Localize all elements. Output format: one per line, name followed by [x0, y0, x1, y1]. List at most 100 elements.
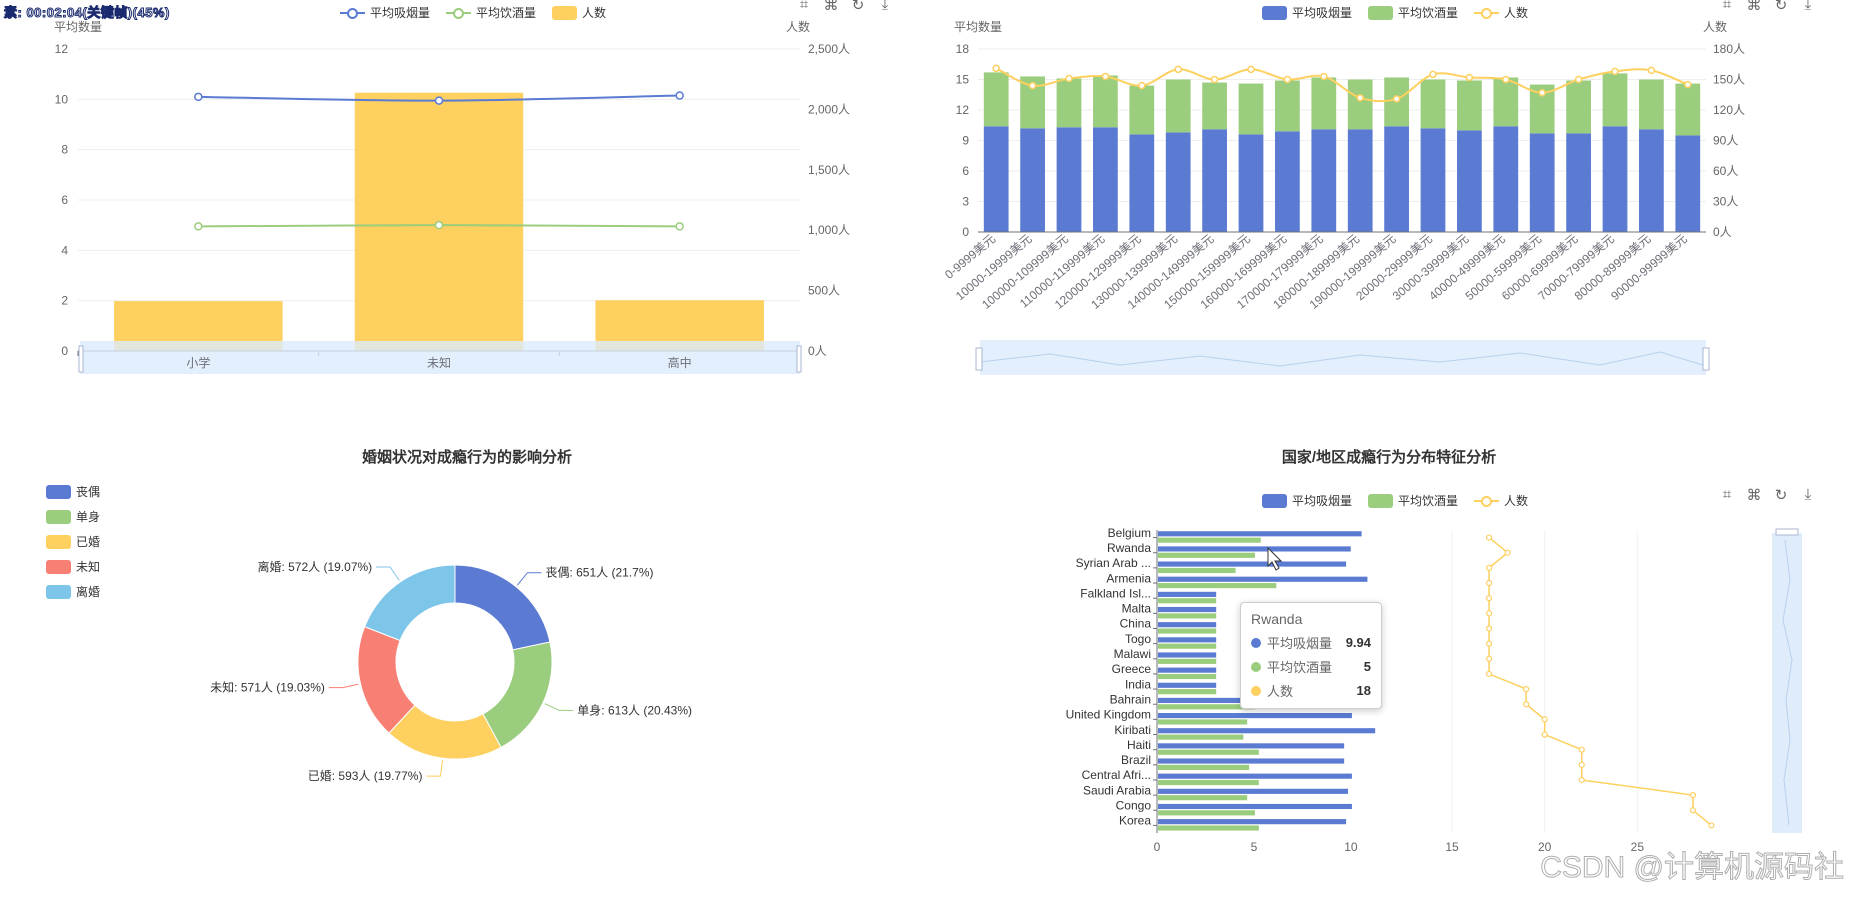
restore-icon[interactable]: ↻: [1774, 487, 1788, 504]
watermark: CSDN @计算机源码社: [1540, 851, 1845, 885]
download-icon[interactable]: ⤓: [1804, 486, 1812, 503]
legend-label: 平均饮酒量: [1398, 6, 1459, 20]
y-tick-label: 3: [962, 195, 969, 209]
y-tick-label: 6: [962, 164, 969, 178]
tooltip-value: 5: [1363, 659, 1371, 674]
data-point: [675, 91, 684, 100]
zoom-reset-icon[interactable]: ⌘: [1746, 0, 1762, 14]
bar-segment: [1566, 80, 1591, 134]
slice-label: 未知: 571人 (19.03%): [210, 681, 325, 695]
bar: [1158, 673, 1217, 680]
legend-swatch: [1368, 5, 1394, 20]
y-right-tick-label: 2,000人: [808, 102, 850, 116]
bar-segment: [1238, 134, 1264, 232]
bar: [1158, 728, 1376, 734]
legend-item[interactable]: 人数: [1474, 492, 1528, 509]
bar-segment: [1165, 132, 1191, 232]
legend-label: 离婚: [76, 585, 101, 599]
bar: [1158, 788, 1349, 794]
y-axis-left-label: 平均数量: [954, 19, 1002, 34]
bar: [1158, 825, 1259, 831]
bar-segment: [1311, 129, 1337, 232]
legend-swatch: [46, 534, 71, 549]
bar: [1158, 546, 1351, 552]
zoom-icon[interactable]: ⌗: [799, 0, 809, 13]
legend-swatch: [1262, 5, 1287, 20]
y-tick-label: Saudi Arabia: [1083, 783, 1151, 797]
zoom-icon[interactable]: ⌗: [1722, 0, 1732, 13]
tooltip-dot: [1251, 685, 1261, 696]
data-point: [1523, 701, 1530, 708]
bar-segment: [1639, 79, 1664, 130]
download-icon[interactable]: ⤓: [881, 0, 889, 13]
y-tick-label: 18: [956, 42, 970, 56]
legend-item[interactable]: 离婚: [46, 583, 100, 600]
legend-label: 平均吸烟量: [1292, 6, 1353, 20]
y-tick-label: Syrian Arab ...: [1076, 556, 1151, 570]
y-tick-label: Brazil: [1121, 753, 1151, 767]
y-right-tick-label: 120人: [1713, 103, 1745, 117]
bar: [1158, 713, 1352, 719]
bar: [1158, 667, 1217, 673]
data-point: [434, 96, 444, 105]
zoom-reset-icon[interactable]: ⌘: [823, 0, 839, 14]
legend-swatch: [1262, 493, 1287, 508]
bar-segment: [1056, 78, 1082, 128]
bar: [1158, 591, 1217, 597]
legend-label: 单身: [76, 510, 101, 524]
y-tick-label: 12: [956, 103, 970, 117]
legend-item[interactable]: 平均饮酒量: [1368, 4, 1458, 21]
data-point: [1485, 640, 1493, 647]
legend-item[interactable]: 平均吸烟量: [1262, 492, 1352, 509]
bar: [1158, 552, 1255, 558]
legend-swatch: [1368, 493, 1394, 508]
zoom-icon[interactable]: ⌗: [1722, 486, 1732, 503]
download-icon[interactable]: ⤓: [1804, 0, 1812, 13]
legend-item[interactable]: 平均饮酒量: [1368, 492, 1458, 509]
legend-item[interactable]: 已婚: [46, 533, 100, 550]
legend-item[interactable]: 单身: [46, 508, 100, 525]
bar-segment: [1020, 128, 1045, 232]
bar-segment: [1093, 127, 1118, 232]
y-tick-label: Haiti: [1127, 738, 1151, 752]
bar-segment: [1129, 134, 1155, 232]
restore-icon[interactable]: ↻: [851, 0, 865, 14]
legend-item[interactable]: 人数: [552, 4, 606, 21]
bar: [1158, 773, 1352, 779]
bar: [1158, 810, 1255, 816]
slice-label: 离婚: 572人 (19.07%): [257, 559, 372, 574]
y-right-tick-label: 500人: [808, 284, 840, 298]
legend-label: 平均吸烟量: [370, 6, 431, 20]
data-point: [1320, 72, 1328, 81]
data-point: [1538, 88, 1546, 97]
legend-item[interactable]: 平均吸烟量: [1262, 4, 1352, 21]
legend-item[interactable]: 丧偶: [46, 483, 100, 500]
bar-segment: [1384, 126, 1409, 232]
legend-label: 丧偶: [76, 485, 101, 499]
data-point: [1356, 94, 1364, 102]
y-tick-label: Kiribati: [1114, 723, 1151, 737]
data-point: [1028, 81, 1037, 90]
legend-item[interactable]: 人数: [1474, 4, 1528, 21]
datazoom-slider: [1772, 533, 1802, 833]
bar-segment: [1311, 77, 1337, 130]
legend-item[interactable]: 平均吸烟量: [340, 4, 430, 21]
y-tick-label: Central Afri...: [1082, 768, 1151, 782]
y-tick-label: 10: [55, 92, 69, 106]
label-line: [516, 572, 542, 586]
bar-segment: [1129, 85, 1155, 135]
data-point: [194, 222, 203, 231]
zoom-reset-icon[interactable]: ⌘: [1746, 487, 1762, 504]
data-point: [1647, 66, 1656, 75]
legend-label: 未知: [76, 560, 101, 574]
restore-icon[interactable]: ↻: [1774, 0, 1788, 14]
data-point: [1138, 81, 1146, 90]
chart4-tooltip: Rwanda 平均吸烟量 9.94 平均饮酒量 5 人数 18: [1240, 602, 1382, 709]
legend-item[interactable]: 平均饮酒量: [446, 4, 536, 21]
legend-swatch: [46, 509, 71, 524]
y-tick-label: Korea: [1119, 814, 1151, 828]
bar: [1158, 743, 1345, 749]
mouse-cursor-icon: [1267, 546, 1283, 571]
legend-item[interactable]: 未知: [46, 558, 100, 575]
